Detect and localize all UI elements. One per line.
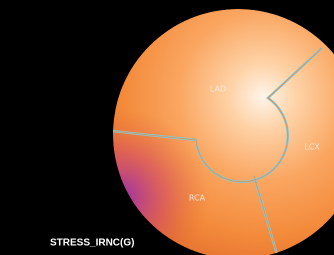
territory-label: LCX <box>304 143 320 152</box>
territory-label: LAD <box>210 85 226 94</box>
caption: STRESS_IRNC(G) <box>50 238 134 249</box>
territory-label: RCA <box>189 194 206 203</box>
polar-map-view: LAD LCX RCA STRESS_IRNC(G) <box>0 0 334 255</box>
